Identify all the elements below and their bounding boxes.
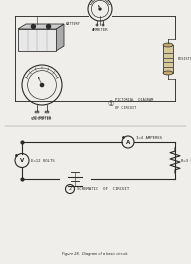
Circle shape [40, 83, 44, 87]
Circle shape [22, 65, 62, 105]
Bar [45, 111, 49, 113]
Polygon shape [56, 24, 64, 51]
Bar [102, 24, 104, 26]
Text: I=4 AMPERES: I=4 AMPERES [136, 136, 162, 140]
Text: 2: 2 [68, 186, 72, 191]
Circle shape [31, 25, 35, 29]
Text: PICTORIAL  DIAGRAM: PICTORIAL DIAGRAM [115, 98, 153, 102]
Circle shape [88, 0, 112, 21]
Circle shape [66, 185, 74, 194]
Ellipse shape [163, 43, 173, 47]
Text: ①: ① [108, 101, 114, 107]
Bar [96, 24, 98, 26]
Polygon shape [18, 24, 64, 29]
Text: A: A [126, 139, 130, 144]
Text: R=3 OHMS: R=3 OHMS [181, 158, 191, 163]
Ellipse shape [163, 71, 173, 75]
Text: RESISTOR: RESISTOR [178, 57, 191, 61]
Text: Figure 28.  Diagram of a basic circuit.: Figure 28. Diagram of a basic circuit. [62, 252, 128, 256]
Text: VOLTMETER: VOLTMETER [32, 116, 52, 120]
Text: VOLTMETER: VOLTMETER [31, 117, 53, 121]
Text: OF CIRCUIT: OF CIRCUIT [115, 106, 136, 110]
Text: SCHEMATIC  OF  CIRCUIT: SCHEMATIC OF CIRCUIT [77, 187, 129, 191]
Circle shape [99, 8, 101, 10]
Text: AMMETER: AMMETER [92, 28, 108, 32]
Bar [163, 45, 173, 73]
Text: BATTERY: BATTERY [66, 22, 81, 26]
Bar [35, 111, 39, 113]
Circle shape [15, 153, 29, 167]
Text: E=12 VOLTS: E=12 VOLTS [31, 158, 55, 163]
Circle shape [47, 25, 51, 29]
Polygon shape [18, 29, 56, 51]
Text: V: V [20, 158, 24, 163]
Circle shape [122, 136, 134, 148]
